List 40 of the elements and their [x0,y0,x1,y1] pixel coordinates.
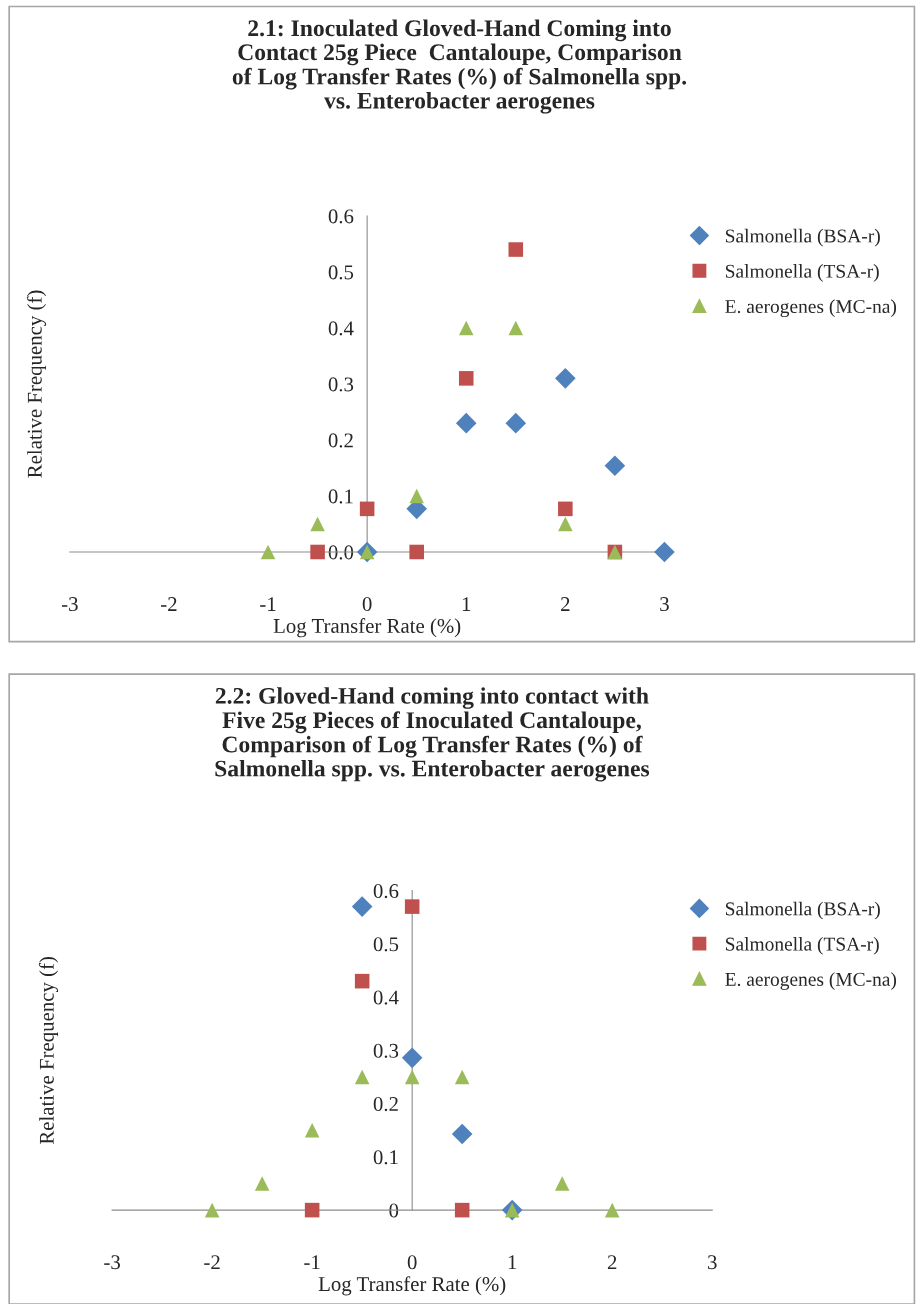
legend-label: Salmonella (BSA-r) [725,901,880,920]
y-tick-label: 0.2 [328,433,353,448]
x-tick-label: -3 [61,597,78,612]
x-tick-label: 0 [362,597,372,612]
x-axis-title: Log Transfer Rate (%) [273,618,461,638]
x-axis-title: Log Transfer Rate (%) [318,1276,506,1296]
y-tick-label: 0.0 [328,545,354,560]
chart-title: 2.2: Gloved-Hand coming into contact with Five 25g Pieces of Inoculated Cantaloupe, Comparison of Log Transfer Rates (%) of Salmonella spp. vs. Enterobacter aerogenes [215,687,650,782]
y-tick-label: 0 [389,1203,399,1218]
x-tick-label: 0 [407,1255,417,1270]
y-tick-label: 0.6 [328,209,354,224]
x-tick-label: 2 [561,597,570,611]
y-axis-title: Relative Frequency (f) [26,290,47,478]
x-tick-label: -2 [204,1255,220,1270]
legend-label: E. aerogenes (MC-na) [725,299,897,318]
y-tick-label: 0.2 [373,1096,398,1112]
legend-label: Salmonella (BSA-r) [725,228,880,247]
y-tick-label: 0.4 [373,990,399,1005]
y-tick-label: 0.5 [328,265,354,280]
x-tick-label: 3 [708,1255,717,1270]
y-tick-label: 0.3 [373,1043,399,1058]
y-axis-title: Relative Frequency (f) [38,957,59,1145]
legend-label: Salmonella (TSA-r) [725,264,879,282]
y-tick-label: 0.5 [373,937,399,952]
y-tick-label: 0.1 [328,489,353,504]
y-tick-label: 0.4 [328,321,354,336]
x-tick-label: -1 [304,1255,320,1270]
x-tick-label: 1 [508,1255,517,1270]
chart-title: 2.1: Inoculated Gloved-Hand Coming into Contact 25g Piece Cantaloupe, Comparison of Log Transfer Rates (%) of Salmonella spp. vs. Enterobacter aerogenes [232,19,687,114]
x-tick-label: 1 [462,597,471,611]
legend-label: E. aerogenes (MC-na) [725,972,897,990]
x-tick-label: 2 [607,1255,617,1270]
x-tick-label: -2 [161,597,177,611]
y-tick-label: 0.1 [373,1150,398,1165]
x-tick-label: 3 [660,597,669,612]
x-tick-label: -1 [260,597,276,611]
y-tick-label: 0.3 [328,377,354,392]
y-tick-label: 0.6 [373,884,399,899]
legend-label: Salmonella (TSA-r) [725,936,879,955]
x-tick-label: -3 [104,1255,120,1270]
